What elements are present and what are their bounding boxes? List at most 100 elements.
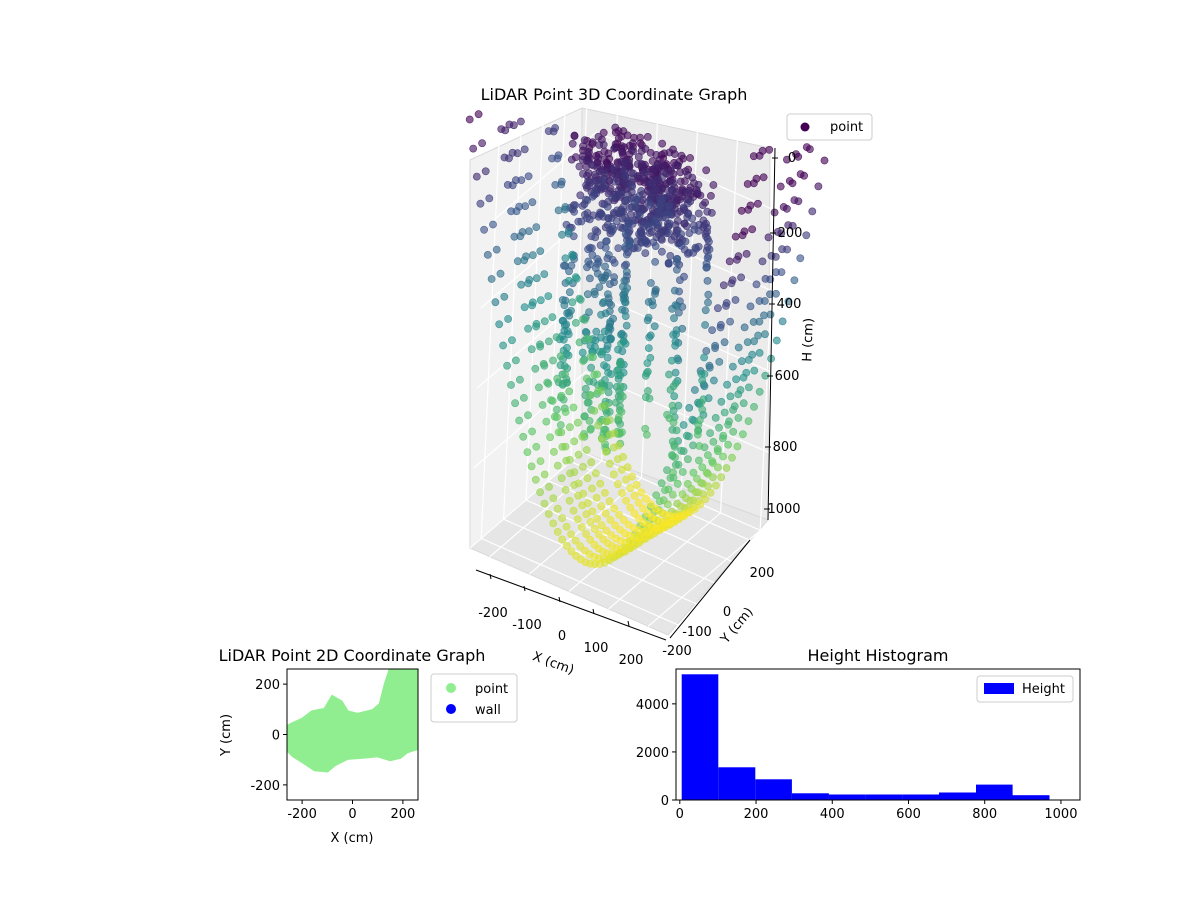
cloud-point bbox=[726, 317, 734, 326]
cloud-point bbox=[703, 263, 711, 272]
cloud-point bbox=[621, 298, 630, 307]
cloud-point bbox=[511, 399, 519, 408]
cloud-point bbox=[694, 209, 703, 218]
cloud-point bbox=[614, 371, 623, 379]
cloud-point bbox=[586, 425, 595, 434]
x-axis-line bbox=[475, 569, 667, 641]
cloud-point bbox=[723, 380, 731, 389]
cloud-point bbox=[595, 530, 603, 539]
cloud-point bbox=[693, 430, 702, 439]
cloud-point bbox=[529, 251, 537, 259]
x-tick-3d: 100 bbox=[584, 641, 609, 656]
histogram-bar bbox=[976, 784, 1013, 800]
cloud-point bbox=[752, 280, 761, 289]
cloud-point bbox=[750, 366, 759, 375]
cloud-point bbox=[794, 152, 803, 161]
cloud-point bbox=[599, 547, 607, 556]
cloud-point bbox=[731, 232, 740, 241]
legend-2d-marker-wall bbox=[446, 704, 456, 714]
cloud-point bbox=[714, 304, 722, 313]
cloud-point bbox=[685, 248, 693, 257]
cloud-point bbox=[750, 337, 758, 346]
cloud-point bbox=[570, 132, 579, 140]
cloud-point bbox=[705, 363, 714, 372]
cloud-point bbox=[734, 390, 743, 399]
cloud-point bbox=[565, 496, 574, 505]
cloud-point bbox=[669, 418, 678, 427]
cloud-point bbox=[565, 311, 574, 320]
cloud-point bbox=[612, 217, 621, 226]
cloud-point bbox=[472, 172, 481, 181]
cloud-point bbox=[480, 225, 488, 234]
cloud-point bbox=[580, 315, 589, 324]
cloud-point bbox=[590, 524, 599, 533]
cloud-point bbox=[642, 494, 650, 503]
cloud-point bbox=[561, 254, 570, 263]
cloud-point bbox=[540, 270, 549, 278]
cloud-point bbox=[655, 209, 663, 218]
cloud-point bbox=[684, 432, 693, 441]
cloud-point bbox=[576, 191, 585, 200]
cloud-point bbox=[658, 139, 667, 148]
cloud-point bbox=[808, 207, 817, 216]
cloud-point bbox=[681, 167, 690, 176]
cloud-point bbox=[528, 198, 537, 207]
cloud-point bbox=[582, 374, 591, 383]
cloud-point bbox=[571, 536, 580, 545]
cloud-point bbox=[664, 202, 673, 211]
cloud-point bbox=[738, 231, 747, 240]
cloud-point bbox=[699, 201, 707, 209]
cloud-point bbox=[631, 203, 640, 212]
cloud-point bbox=[642, 430, 651, 439]
cloud-point bbox=[709, 473, 717, 482]
cloud-point bbox=[606, 187, 614, 196]
cloud-point bbox=[519, 432, 528, 441]
cloud-point bbox=[677, 241, 686, 250]
cloud-point bbox=[703, 207, 712, 216]
cloud-point bbox=[668, 304, 676, 313]
x-tick-3d: -200 bbox=[478, 606, 508, 621]
cloud-point bbox=[524, 411, 532, 420]
cloud-point bbox=[601, 401, 610, 410]
legend-3d-label-point: point bbox=[830, 120, 863, 135]
cloud-point bbox=[487, 275, 496, 283]
cloud-point bbox=[738, 357, 746, 366]
cloud-point bbox=[744, 355, 753, 364]
cloud-point bbox=[597, 209, 606, 218]
y-axis-line bbox=[669, 539, 751, 639]
cloud-point bbox=[634, 526, 643, 535]
cloud-point bbox=[651, 242, 660, 250]
cloud-point bbox=[517, 117, 525, 126]
histogram-bar bbox=[791, 793, 829, 800]
cloud-point bbox=[566, 423, 574, 432]
cloud-point bbox=[579, 169, 587, 178]
cloud-point bbox=[783, 245, 791, 254]
x-tick-2d: 200 bbox=[390, 807, 415, 822]
cloud-point bbox=[732, 375, 740, 384]
cloud-point bbox=[532, 442, 541, 451]
cloud-point bbox=[524, 279, 533, 288]
cloud-point bbox=[609, 225, 618, 234]
cloud-point bbox=[610, 164, 618, 173]
z-axis-line bbox=[767, 147, 776, 521]
cloud-point bbox=[516, 232, 525, 241]
cloud-point bbox=[614, 244, 623, 252]
cloud-point bbox=[637, 159, 646, 168]
cloud-point bbox=[671, 341, 680, 350]
cloud-point bbox=[553, 154, 562, 163]
cloud-point bbox=[577, 523, 586, 532]
cloud-point bbox=[776, 182, 785, 191]
cloud-point bbox=[670, 392, 679, 401]
x-tick-hist: 400 bbox=[820, 807, 845, 822]
cloud-point bbox=[606, 334, 615, 343]
cloud-point bbox=[561, 408, 570, 416]
cloud-point bbox=[578, 348, 587, 357]
cloud-point bbox=[615, 511, 623, 519]
cloud-point bbox=[679, 203, 688, 212]
x-tick-hist: 800 bbox=[972, 807, 997, 822]
cloud-point bbox=[546, 433, 554, 442]
cloud-point bbox=[549, 519, 558, 528]
z-axis-label-3d: H (cm) bbox=[800, 318, 817, 362]
cloud-point bbox=[684, 188, 693, 196]
cloud-point bbox=[597, 333, 605, 342]
